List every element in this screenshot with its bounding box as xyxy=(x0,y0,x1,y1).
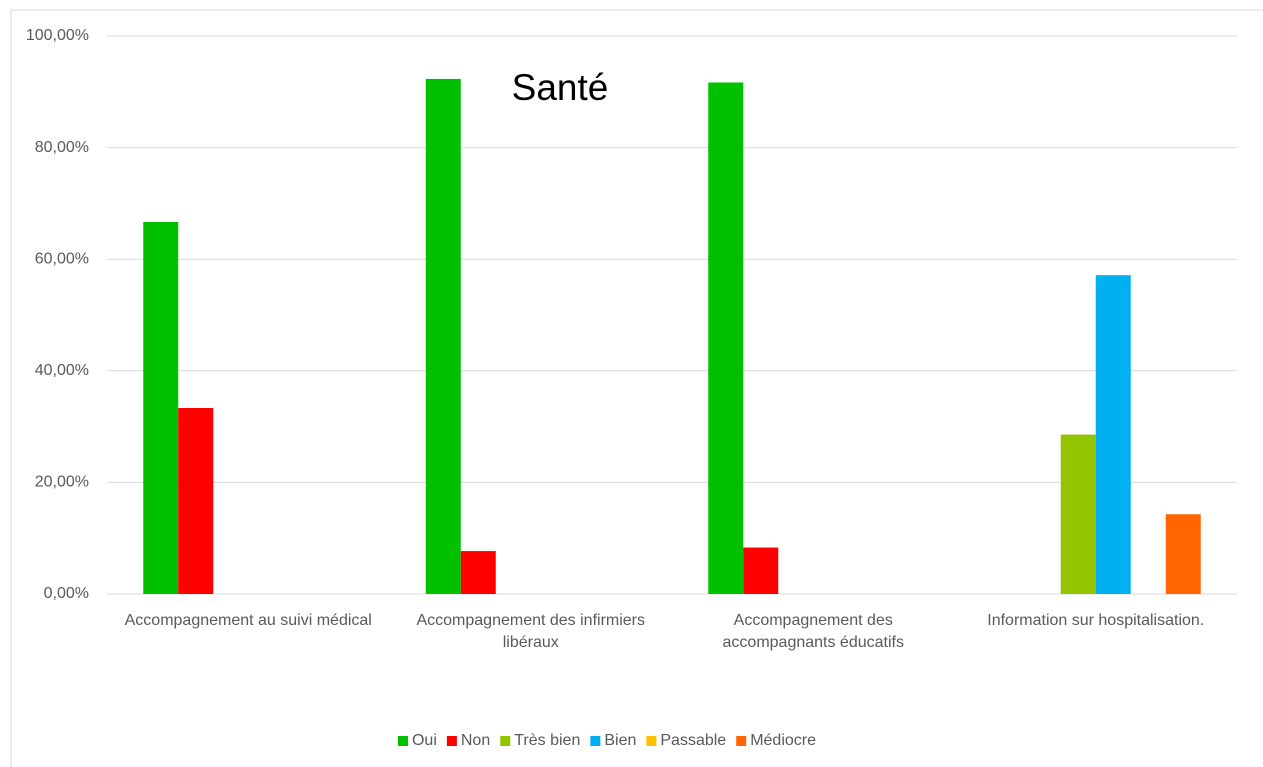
bar xyxy=(1095,275,1131,594)
legend-swatch xyxy=(446,736,457,746)
legend-label: Non xyxy=(461,732,490,749)
bar xyxy=(425,78,461,594)
x-tick-label: Information sur hospitalisation. xyxy=(987,612,1205,629)
y-tick-label: 60,00% xyxy=(35,250,89,267)
legend-label: Bien xyxy=(604,732,636,749)
legend-swatch xyxy=(397,736,408,746)
legend-swatch xyxy=(646,736,657,746)
legend-label: Très bien xyxy=(514,732,580,749)
legend-label: Médiocre xyxy=(750,732,816,749)
legend-swatch xyxy=(736,736,747,746)
x-tick-label: Accompagnement des infirmiers libéraux xyxy=(416,612,646,651)
bar xyxy=(460,551,496,594)
legend-label: Passable xyxy=(660,732,726,749)
bar xyxy=(1165,514,1201,594)
bar xyxy=(143,221,179,595)
x-tick-label: Accompagnement au suivi médical xyxy=(124,612,372,629)
x-tick-label: Accompagnement des accompagnants éducati… xyxy=(722,612,904,651)
y-tick-label: 80,00% xyxy=(35,139,89,156)
bar xyxy=(708,82,744,595)
legend-swatch xyxy=(500,736,511,746)
y-tick-label: 40,00% xyxy=(35,362,89,379)
chart-title: Santé xyxy=(512,67,609,108)
bar xyxy=(178,408,214,594)
legend-swatch xyxy=(590,736,601,746)
y-tick-label: 100,00% xyxy=(26,27,89,44)
bar xyxy=(1060,434,1096,594)
chart-border xyxy=(10,9,1263,767)
bar xyxy=(743,547,779,594)
y-tick-label: 0,00% xyxy=(44,585,89,602)
y-tick-label: 20,00% xyxy=(35,474,89,491)
legend-label: Oui xyxy=(412,732,437,749)
